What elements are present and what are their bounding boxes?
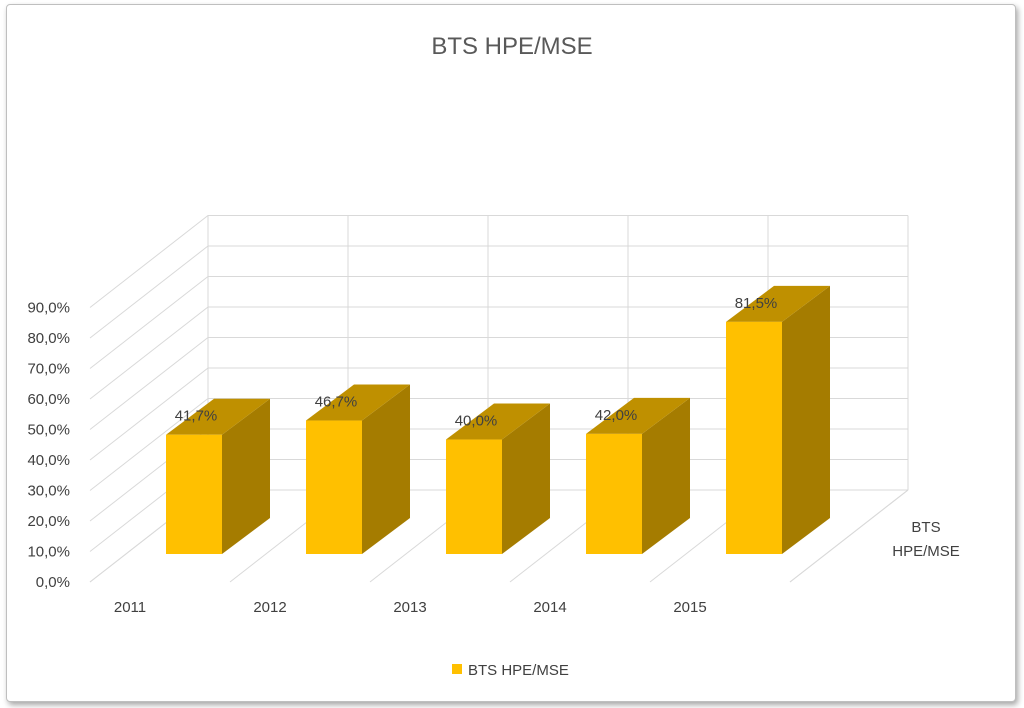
chart-title: BTS HPE/MSE bbox=[431, 33, 592, 60]
bar-2014 bbox=[586, 397, 690, 554]
bar-front-face bbox=[306, 420, 362, 554]
y-tick-label: 10,0% bbox=[27, 544, 70, 561]
x-category-label: 2015 bbox=[673, 599, 706, 616]
bar-side-face bbox=[642, 397, 690, 554]
y-tick-label: 40,0% bbox=[27, 452, 70, 469]
y-tick-label: 80,0% bbox=[27, 330, 70, 347]
bar-2013 bbox=[446, 403, 550, 554]
y-tick-label: 20,0% bbox=[27, 513, 70, 530]
x-category-label: 2012 bbox=[253, 599, 286, 616]
bar-top-face bbox=[446, 403, 550, 440]
depth-axis-label-line-1: BTS bbox=[911, 519, 940, 536]
bar-top-face bbox=[586, 397, 690, 434]
y-tick-label: 30,0% bbox=[27, 483, 70, 500]
bar-2015 bbox=[726, 285, 830, 554]
chart-frame bbox=[6, 4, 1016, 702]
bar-top-face bbox=[306, 384, 410, 421]
bar-top-face bbox=[726, 285, 830, 322]
data-label-2013: 40,0% bbox=[455, 413, 498, 430]
y-tick-label: 0,0% bbox=[36, 574, 70, 591]
x-category-label: 2011 bbox=[114, 599, 146, 616]
bar-2012 bbox=[306, 384, 410, 554]
bar-front-face bbox=[586, 433, 642, 554]
legend-label: BTS HPE/MSE bbox=[468, 662, 569, 679]
data-label-2014: 42,0% bbox=[595, 407, 638, 424]
y-axis-ticks: 0,0% 10,0% 20,0% 30,0% 40,0% 50,0% 60,0% 70,0% 8… bbox=[27, 300, 70, 592]
data-label-2011: 41,7% bbox=[175, 408, 218, 425]
legend: BTS HPE/MSE bbox=[452, 662, 569, 679]
data-label-2015: 81,5% bbox=[735, 295, 778, 312]
y-tick-label: 60,0% bbox=[27, 391, 70, 408]
bar-side-face bbox=[782, 285, 830, 554]
data-label-2012: 46,7% bbox=[315, 394, 358, 411]
data-labels: 41,7% 46,7% 40,0% 42,0% 81,5% bbox=[175, 295, 778, 430]
bar-series bbox=[166, 285, 830, 554]
y-tick-label: 70,0% bbox=[27, 361, 70, 378]
bar-side-face bbox=[362, 384, 410, 554]
x-category-label: 2013 bbox=[393, 599, 426, 616]
bar-front-face bbox=[726, 321, 782, 554]
y-tick-label: 50,0% bbox=[27, 422, 70, 439]
bar-2011 bbox=[166, 398, 270, 554]
depth-axis-label-line-2: HPE/MSE bbox=[892, 543, 960, 560]
y-tick-label: 90,0% bbox=[27, 300, 70, 317]
x-category-label: 2014 bbox=[533, 599, 566, 616]
bar-side-face bbox=[502, 403, 550, 554]
bar-front-face bbox=[446, 439, 502, 554]
x-axis-categories: 2011 2012 2013 2014 2015 bbox=[114, 599, 707, 616]
bar-side-face bbox=[222, 398, 270, 554]
legend-swatch bbox=[452, 664, 462, 674]
bar-front-face bbox=[166, 434, 222, 554]
bar-top-face bbox=[166, 398, 270, 435]
